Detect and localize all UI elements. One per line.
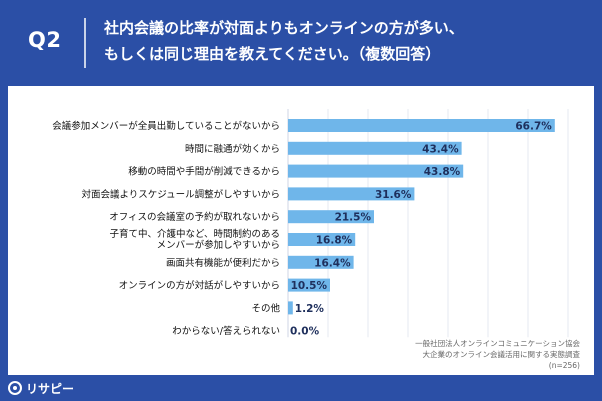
question-number: Q2 xyxy=(28,28,62,52)
bar xyxy=(288,187,415,201)
question-title-line-2: もしくは同じ理由を教えてください。（複数回答） xyxy=(104,45,441,63)
question-title-line-1: 社内会議の比率が対面よりもオンラインの方が多い、 xyxy=(104,19,464,37)
value-label: 43.4% xyxy=(422,143,459,155)
source-line-3: (n=256) xyxy=(548,361,580,370)
value-label: 66.7% xyxy=(515,121,552,133)
category-label: その他 xyxy=(251,302,280,314)
source-line-1: 一般社団法人オンラインコミュニケーション協会 xyxy=(415,339,580,348)
category-label: オフィスの会議室の予約が取れないから xyxy=(109,211,280,223)
value-label: 21.5% xyxy=(335,212,372,224)
value-label: 31.6% xyxy=(375,189,412,201)
bar xyxy=(288,278,330,292)
bar xyxy=(288,164,464,178)
bar xyxy=(288,255,354,269)
value-label: 43.8% xyxy=(424,166,461,178)
bar xyxy=(288,301,293,315)
category-label: わからない/答えられない xyxy=(172,325,280,337)
bar xyxy=(288,141,462,155)
category-label: オンラインの方が対話がしやすいから xyxy=(119,280,280,292)
chart-card: 会議参加メンバーが全員出勤していることがないから 66.7% 時間に融通が効くから 4… xyxy=(8,86,594,375)
footer: リサピー xyxy=(0,375,602,401)
bar xyxy=(288,233,356,246)
bar xyxy=(288,210,374,224)
category-label: 対面会議よりスケジュール調整がしやすいから xyxy=(81,188,280,200)
value-label: 0.0% xyxy=(290,326,320,338)
source-note: 一般社団法人オンラインコミュニケーション協会 大企業のオンライン会議活用に関する… xyxy=(415,338,580,371)
source-line-2: 大企業のオンライン会議活用に関する実態調査 xyxy=(422,350,581,359)
category-label: 会議参加メンバーが全員出勤していることがないから xyxy=(52,120,280,132)
bar xyxy=(288,119,555,132)
value-label: 10.5% xyxy=(291,280,328,292)
header: Q2 社内会議の比率が対面よりもオンラインの方が多い、 もしくは同じ理由を教えて… xyxy=(0,0,602,84)
value-label: 16.8% xyxy=(316,235,353,247)
category-label: 画面共有機能が便利だから xyxy=(166,257,280,269)
category-label: 時間に融通が効くから xyxy=(185,143,280,155)
brand-logo: リサピー xyxy=(8,379,74,397)
question-title: 社内会議の比率が対面よりもオンラインの方が多い、 もしくは同じ理由を教えてくださ… xyxy=(104,15,584,67)
value-label: 16.4% xyxy=(314,257,351,269)
category-label: 移動の時間や手間が削減できるから xyxy=(128,166,280,178)
logo-mark-icon xyxy=(8,381,22,395)
logo-text: リサピー xyxy=(26,381,75,396)
value-label: 1.2% xyxy=(295,303,325,315)
category-label: 子育て中、介護中など、時間制約のあるメンバーが参加しやすいから xyxy=(109,228,280,251)
header-divider xyxy=(84,18,86,68)
bar-chart: 会議参加メンバーが全員出勤していることがないから 66.7% 時間に融通が効くから 4… xyxy=(52,109,569,338)
